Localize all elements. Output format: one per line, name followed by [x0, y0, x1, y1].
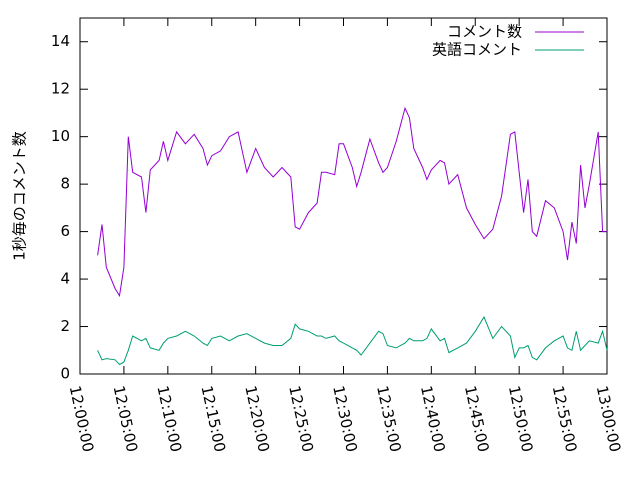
y-tick-label: 10 [51, 127, 70, 145]
x-tick-label: 12:10:00 [154, 384, 186, 454]
y-axis-label: 1秒毎のコメント数 [11, 131, 29, 261]
y-tick-label: 6 [60, 222, 70, 240]
x-tick-label: 12:00:00 [66, 384, 98, 454]
x-tick-label: 12:20:00 [241, 384, 273, 454]
legend-label: コメント数 [447, 23, 522, 41]
x-tick-label: 12:40:00 [417, 384, 449, 454]
series-line [97, 315, 608, 366]
series-line [97, 106, 607, 298]
x-tick-label: 12:30:00 [329, 384, 361, 454]
x-tick-label: 12:55:00 [549, 384, 581, 454]
x-tick-label: 12:25:00 [285, 384, 317, 454]
legend-label: 英語コメント [432, 41, 522, 59]
x-tick-label: 12:05:00 [110, 384, 142, 454]
y-tick-label: 8 [60, 175, 70, 193]
y-tick-label: 2 [60, 317, 70, 335]
y-tick-label: 14 [51, 32, 70, 50]
y-tick-label: 0 [60, 365, 70, 383]
x-tick-label: 12:15:00 [197, 384, 229, 454]
y-tick-label: 4 [60, 270, 70, 288]
plot-frame [79, 17, 608, 375]
x-tick-label: 12:50:00 [505, 384, 537, 454]
x-tick-label: 13:00:00 [593, 384, 625, 454]
y-tick-label: 12 [51, 80, 70, 98]
x-tick-label: 12:35:00 [373, 384, 405, 454]
x-tick-label: 12:45:00 [461, 384, 493, 454]
